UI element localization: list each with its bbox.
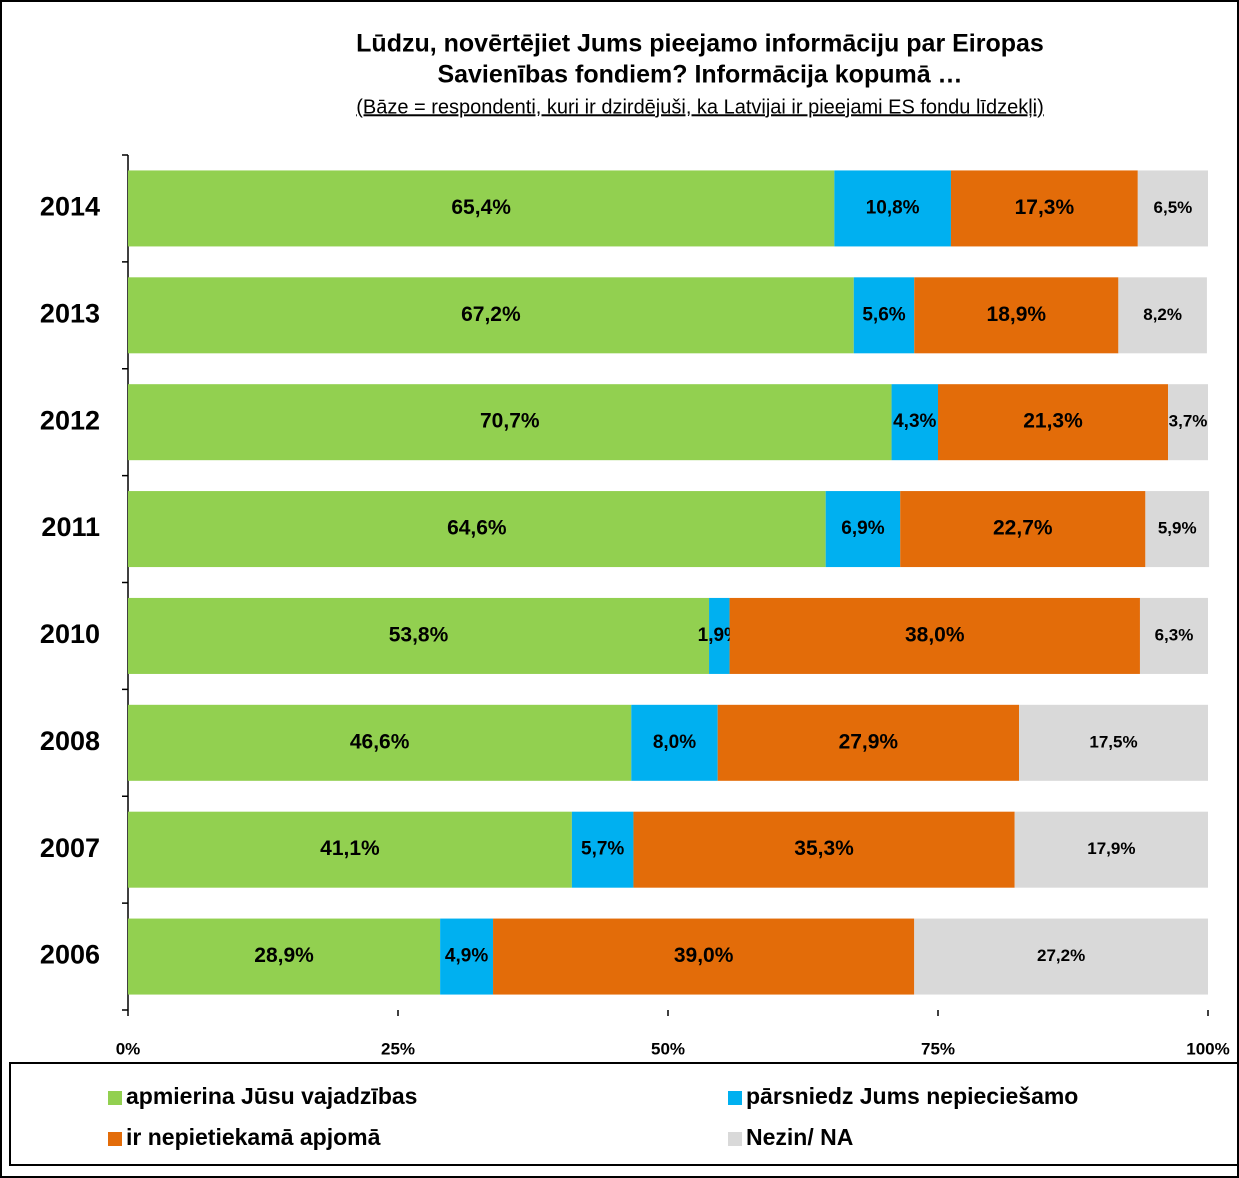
bar-segment [717,704,1019,781]
data-label: 17,5% [1089,732,1137,751]
x-tick-label: 50% [651,1039,685,1058]
data-label: 17,9% [1087,839,1135,858]
y-tick-label: 2011 [41,512,100,542]
y-tick-label: 2007 [40,833,100,863]
data-label: 38,0% [905,623,965,646]
bar-segment [128,170,835,247]
y-tick-label: 2012 [40,405,100,435]
legend-label: pārsniedz Jums nepieciešamo [746,1083,1078,1109]
data-label: 70,7% [480,410,540,433]
bar-segment [1014,811,1208,888]
legend-swatch [108,1132,122,1146]
bar-segment [128,704,632,781]
bar-segment [825,491,901,568]
bar-segment [914,277,1119,354]
data-label: 3,7% [1169,412,1208,431]
data-label: 18,9% [987,303,1047,326]
legend-swatch [108,1091,122,1105]
y-tick-label: 2006 [40,940,100,970]
data-label: 53,8% [389,623,449,646]
data-label: 64,6% [447,517,507,540]
data-label: 65,4% [451,196,511,219]
bar-segment [440,918,494,995]
data-label: 28,9% [254,944,314,967]
data-label: 8,2% [1143,305,1182,324]
data-label: 46,6% [350,730,410,753]
legend-box [9,1062,1239,1166]
data-label: 5,9% [1158,519,1197,538]
bar-segment [128,918,441,995]
bar-segment [633,811,1015,888]
data-label: 27,2% [1037,946,1085,965]
bar-segment [631,704,718,781]
data-label: 6,5% [1154,198,1193,217]
legend-label: ir nepietiekamā apjomā [126,1124,381,1150]
bar-segment [709,597,730,674]
data-label: 27,9% [839,730,899,753]
data-label: 67,2% [461,303,521,326]
bar-segment [128,277,854,354]
x-tick-label: 0% [116,1039,141,1058]
bar-segment [891,384,938,461]
bar-segment [128,811,572,888]
bar-segment [1145,491,1210,568]
data-label: 8,0% [653,732,696,753]
x-tick-label: 100% [1186,1039,1229,1058]
bar-segment [128,597,710,674]
bar-segment [1168,384,1208,461]
data-label: 6,9% [841,518,884,539]
chart-subtitle: (Bāze = respondenti, kuri ir dzirdējuši,… [356,96,1044,118]
data-label: 21,3% [1023,410,1083,433]
data-label: 4,9% [445,946,488,967]
bar-segment [938,384,1169,461]
data-label: 35,3% [794,837,854,860]
data-label: 39,0% [674,944,734,967]
data-label: 6,3% [1155,625,1194,644]
bar-segment [914,918,1208,995]
data-label: 5,7% [581,839,624,860]
data-label: 22,7% [993,517,1053,540]
legend-swatch [728,1091,742,1105]
data-label: 4,3% [893,411,936,432]
y-tick-label: 2010 [40,619,100,649]
bar-segment [1118,277,1207,354]
bar-segment [493,918,915,995]
bar-segment [128,384,892,461]
bar-segment [950,170,1138,247]
legend-label: apmierina Jūsu vajadzības [126,1083,417,1109]
x-tick-label: 75% [921,1039,955,1058]
data-label: 41,1% [320,837,380,860]
chart-title: Lūdzu, novērtējiet Jums pieejamo informā… [356,30,1044,58]
legend-label: Nezin/ NA [746,1124,853,1150]
data-label: 10,8% [866,197,920,218]
bar-segment [1137,170,1208,247]
bar-segment [900,491,1146,568]
x-tick-label: 25% [381,1039,415,1058]
y-tick-label: 2014 [40,192,100,222]
bar-segment [1019,704,1208,781]
bar-segment [128,491,826,568]
data-label: 17,3% [1015,196,1075,219]
bar-segment [834,170,951,247]
bar-segment [729,597,1140,674]
bar-segment [1139,597,1208,674]
y-tick-label: 2013 [40,298,100,328]
data-label: 5,6% [862,304,905,325]
legend-swatch [728,1132,742,1146]
bar-segment [853,277,915,354]
y-tick-label: 2008 [40,726,100,756]
bar-segment [571,811,634,888]
chart-title: Savienības fondiem? Informācija kopumā … [437,61,962,89]
